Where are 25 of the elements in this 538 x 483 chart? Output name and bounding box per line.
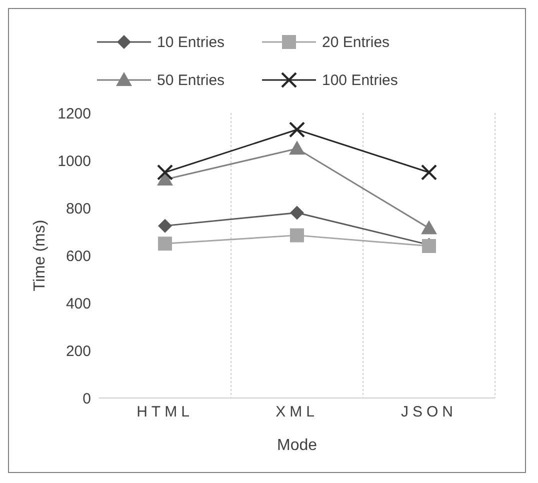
point	[158, 236, 172, 251]
point	[290, 228, 304, 242]
point	[420, 164, 438, 180]
legend-label: 50 Entries	[157, 72, 225, 88]
point	[158, 218, 172, 233]
y-axis-title: Time (ms)	[32, 220, 49, 292]
y-tick-label: 400	[66, 295, 91, 312]
point	[290, 206, 304, 220]
x-tick-label: HTML	[136, 404, 194, 421]
point	[421, 220, 437, 234]
y-tick-label: 800	[66, 200, 91, 218]
x-axis-title: Mode	[276, 437, 318, 454]
y-tick-label: 600	[66, 248, 91, 265]
legend-label: 10 Entries	[157, 34, 225, 50]
y-tick-label: 1200	[58, 105, 91, 122]
point	[288, 122, 306, 138]
x-tick-label: JSON	[400, 404, 458, 421]
point	[289, 140, 305, 155]
point	[156, 164, 174, 180]
legend-label: 20 Entries	[322, 34, 390, 50]
y-tick-label: 0	[82, 390, 91, 408]
y-tick-label: 1000	[58, 152, 91, 170]
x-tick-label: XML	[276, 404, 318, 421]
y-tick-label: 200	[66, 342, 91, 360]
legend-label: 100 Entries	[322, 72, 398, 88]
